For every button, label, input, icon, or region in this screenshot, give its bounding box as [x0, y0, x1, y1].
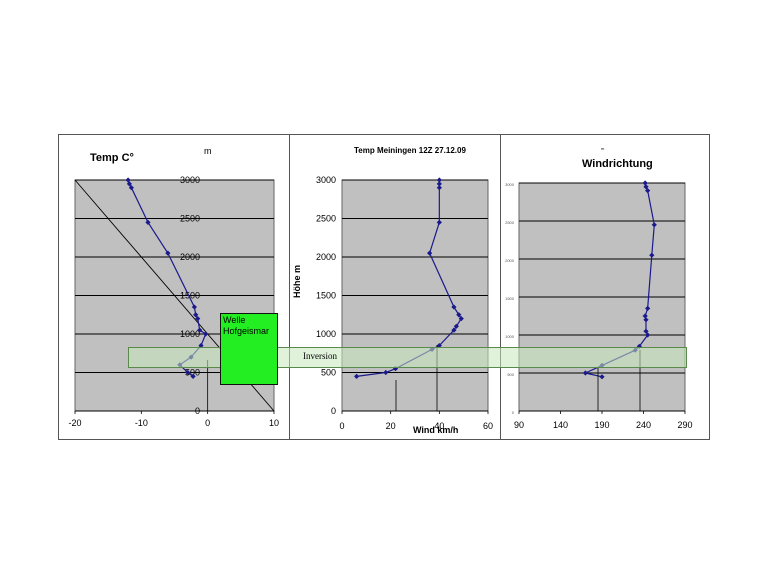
wind-data-point [451, 327, 457, 333]
wind-data-point [436, 185, 442, 191]
temp-chart-title: Temp C° [90, 152, 134, 164]
dir-data-point [636, 343, 642, 349]
dir-data-point [642, 180, 648, 186]
wind-chart-title: Temp Meiningen 12Z 27.12.09 [354, 146, 466, 155]
temp-data-point [191, 304, 197, 310]
dir-x-tick-label: 140 [553, 420, 568, 430]
wind-data-point [456, 312, 462, 318]
dir-y-tick-label: 1500 [505, 296, 515, 301]
temp-x-tick-label: 10 [269, 418, 279, 428]
dir-data-point [643, 328, 649, 334]
wind-y-axis-label: Höhe m [292, 264, 302, 298]
dir-data-point [643, 184, 649, 190]
wind-x-axis-label: Wind km/h [413, 425, 459, 435]
temp-y-tick-label: 500 [185, 368, 200, 378]
dir-y-tick-label: 500 [507, 372, 514, 377]
dir-y-tick-label: 3000 [505, 182, 515, 187]
temp-data-point [185, 369, 191, 376]
wind-x-tick-label: 60 [483, 421, 493, 431]
dir-y-tick-label: 0 [512, 410, 515, 415]
dir-y-tick-label: 2000 [505, 258, 515, 263]
dir-x-tick-label: 290 [677, 420, 692, 430]
temp-x-tick-label: -10 [135, 418, 148, 428]
dir-x-tick-label: 90 [514, 420, 524, 430]
dir-data-point [599, 374, 605, 380]
direction-chart-title: Windrichtung [582, 158, 653, 170]
temp-y-tick-label: 1500 [180, 291, 200, 301]
wind-y-tick-label: 2500 [316, 214, 336, 224]
dir-data-point [645, 188, 651, 194]
inversion-band [128, 347, 687, 368]
wind-data-point [427, 250, 433, 256]
wind-y-tick-label: 2000 [316, 252, 336, 262]
wind-data-point [436, 342, 442, 349]
dir-data-point [649, 252, 655, 258]
temp-plot-group: 0 500 1000 1500 2000 2500 3000 -20 -10 0 10 [68, 175, 279, 428]
dir-y-tick-label: 2500 [505, 220, 515, 225]
temp-data-point [193, 312, 199, 318]
wind-plot-group: 0 500 1000 1500 2000 2500 3000 0 20 40 60 [316, 175, 493, 431]
wind-x-tick-label: 20 [386, 421, 396, 431]
temp-data-point [145, 219, 151, 225]
temp-y-tick-label: 2500 [180, 214, 200, 224]
wind-y-tick-label: 500 [321, 368, 336, 378]
temp-data-point [195, 316, 201, 322]
temp-data-point [190, 373, 196, 379]
temp-data-point [128, 185, 134, 191]
temp-y-tick-label: 2000 [180, 252, 200, 262]
wind-data-point [453, 323, 459, 329]
wind-y-tick-label: 1000 [316, 329, 336, 339]
temp-unit-label: m [204, 146, 212, 156]
temp-y-tick-label: 3000 [180, 175, 200, 185]
temp-y-tick-label: 0 [195, 406, 200, 416]
wind-y-tick-label: 3000 [316, 175, 336, 185]
wind-x-tick-label: 0 [339, 421, 344, 431]
wind-data-point [436, 181, 442, 187]
dir-data-point [645, 305, 651, 311]
wind-y-tick-label: 1500 [316, 291, 336, 301]
wind-data-point [451, 304, 457, 310]
dir-y-tick-label: 1000 [505, 334, 515, 339]
temp-data-point [125, 177, 131, 183]
dir-data-point [643, 317, 649, 323]
temp-data-point [165, 250, 171, 256]
temp-data-point [198, 342, 204, 349]
temp-x-tick-label: -20 [68, 418, 81, 428]
wind-y-tick-label: 0 [331, 406, 336, 416]
wind-data-point [436, 177, 442, 183]
dir-plot-group: 0 500 1000 1500 2000 2500 3000 90 140 190 240 290 [505, 180, 693, 430]
temp-y-tick-label: 1000 [180, 329, 200, 339]
wind-data-point [383, 369, 389, 376]
temp-data-point [203, 331, 209, 337]
dir-data-point [582, 370, 588, 376]
temp-data-point [197, 327, 203, 333]
direction-unit-label: m [601, 146, 605, 151]
temp-x-tick-label: 0 [205, 418, 210, 428]
inversion-label: Inversion [303, 351, 337, 361]
dir-x-tick-label: 240 [636, 420, 651, 430]
wind-data-point [436, 219, 442, 225]
wind-x-tick-label: 40 [434, 421, 444, 431]
dir-x-tick-label: 190 [594, 420, 609, 430]
wind-data-point [354, 373, 360, 379]
dir-data-point [642, 313, 648, 319]
wind-data-point [458, 316, 464, 322]
dir-data-point [651, 222, 657, 228]
dir-data-point [645, 332, 651, 338]
welle-hofgeismar-box: Welle Hofgeismar [220, 313, 278, 385]
